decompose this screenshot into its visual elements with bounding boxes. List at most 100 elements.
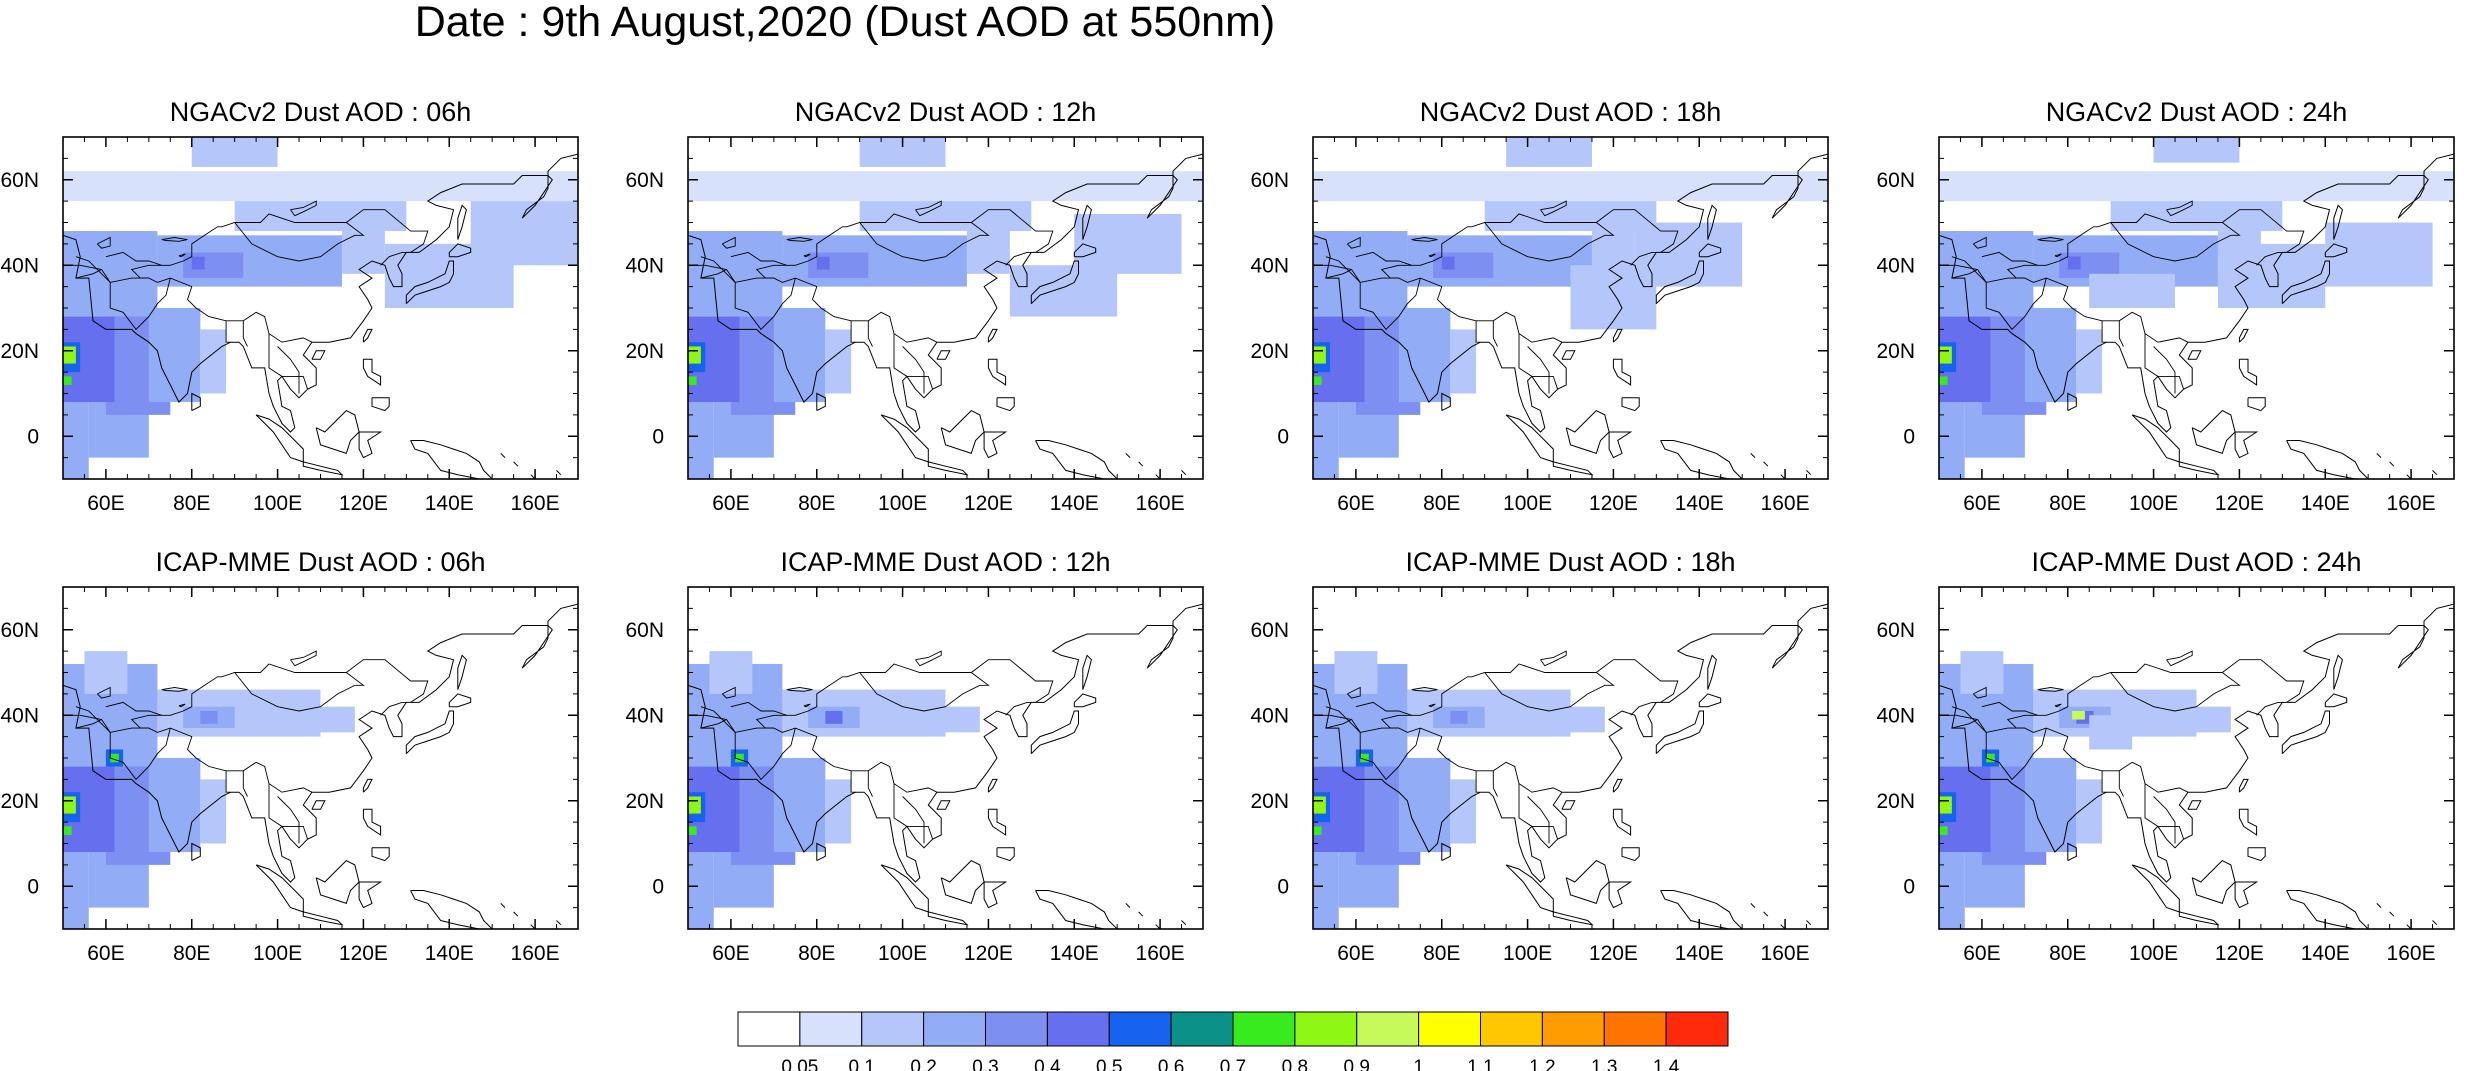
colorbar-label: 0.2	[910, 1057, 936, 1071]
colorbar-label: 0.1	[849, 1057, 875, 1071]
country-border	[1981, 209, 2305, 266]
coastline	[1552, 461, 1594, 476]
country-border	[1527, 346, 1550, 394]
colorbar-label: 0.7	[1220, 1057, 1246, 1071]
coastline	[1035, 440, 1118, 479]
country-border	[1518, 333, 1559, 390]
lon-label: 140E	[2301, 492, 2350, 515]
coastline	[1612, 328, 1623, 343]
panel-title: NGACv2 Dust AOD : 06h	[170, 97, 472, 127]
lat-label: 20N	[0, 340, 39, 363]
colorbar-label: 0.8	[1282, 1057, 1308, 1071]
lake-outline	[290, 650, 317, 667]
coastline	[315, 409, 360, 455]
lake-outline	[915, 650, 942, 667]
lat-label: 40N	[1876, 254, 1915, 277]
coastline	[362, 358, 382, 386]
coastline	[2281, 710, 2330, 755]
country-border	[130, 714, 162, 729]
coastline	[371, 397, 390, 412]
coastline	[1505, 864, 1554, 913]
country-border	[2101, 320, 2107, 343]
coastline	[311, 350, 326, 360]
coastline	[987, 358, 1007, 386]
coastline	[410, 440, 493, 479]
coastline	[996, 847, 1015, 862]
lon-label: 160E	[511, 942, 560, 965]
coastline	[1565, 859, 1610, 905]
colorbar-label: 0.5	[1096, 1057, 1122, 1071]
lon-label: 120E	[964, 492, 1013, 515]
coastline	[191, 842, 201, 862]
lake-outline	[290, 200, 317, 217]
lon-label: 120E	[964, 942, 1013, 965]
lake-outline	[1411, 237, 1438, 242]
lat-label: 0	[1903, 425, 1915, 448]
country-border	[893, 783, 934, 840]
coastline	[405, 260, 454, 305]
country-border	[850, 320, 856, 343]
coastline	[1608, 431, 1633, 459]
dust-field	[1313, 376, 1322, 385]
dust-field	[148, 758, 201, 853]
lon-label: 140E	[1050, 942, 1099, 965]
country-border	[902, 346, 925, 394]
lake-outline	[161, 237, 188, 242]
coastline	[2238, 778, 2249, 793]
coastline	[358, 431, 383, 459]
lon-label: 140E	[1675, 942, 1724, 965]
coastline	[1660, 440, 1743, 479]
dust-field	[157, 689, 321, 737]
colorbar-swatch	[1603, 1011, 1667, 1047]
lake-outline	[2166, 650, 2193, 667]
lon-label: 100E	[878, 942, 927, 965]
lake-outline	[2054, 253, 2062, 258]
lon-label: 100E	[1503, 942, 1552, 965]
lon-label: 100E	[253, 492, 302, 515]
dust-field	[688, 171, 1203, 202]
coastline	[2324, 243, 2348, 258]
country-border	[902, 796, 925, 844]
coastline	[1698, 243, 1722, 258]
lake-outline	[721, 236, 736, 249]
country-border	[1359, 727, 1421, 781]
country-border	[242, 320, 248, 347]
coastline	[255, 864, 304, 913]
country-border	[1005, 701, 1032, 716]
country-border	[730, 659, 1054, 716]
lake-outline	[1428, 703, 1436, 708]
coastline	[996, 397, 1015, 412]
colorbar-swatch	[1170, 1011, 1234, 1047]
lat-label: 60N	[1250, 169, 1289, 192]
coastline	[2376, 453, 2382, 458]
coastline	[1806, 470, 1812, 476]
colorbar-swatch	[861, 1011, 925, 1047]
country-border	[234, 672, 365, 712]
dust-field	[688, 826, 697, 835]
dust-field	[63, 376, 72, 385]
lat-label: 40N	[1250, 704, 1289, 727]
lat-label: 60N	[625, 619, 664, 642]
dust-field	[2024, 758, 2077, 853]
lake-outline	[1411, 687, 1438, 692]
lat-label: 60N	[1876, 169, 1915, 192]
dust-field	[688, 346, 701, 364]
lake-outline	[721, 686, 736, 699]
dust-field	[825, 710, 843, 724]
coastline	[1073, 243, 1097, 258]
lon-label: 160E	[511, 492, 560, 515]
dust-field	[1313, 171, 1828, 202]
country-border	[1630, 251, 1657, 266]
coastline	[1750, 903, 1756, 908]
panel-title: ICAP-MME Dust AOD : 24h	[2031, 547, 2361, 577]
country-border	[2118, 770, 2124, 797]
coastline	[2324, 693, 2348, 708]
map-panel: NGACv2 Dust AOD : 06h 60E 80E 100E 120E 140E 1…	[0, 97, 579, 515]
lat-label: 40N	[1876, 704, 1915, 727]
lon-label: 80E	[1423, 492, 1460, 515]
coastline	[2191, 409, 2236, 455]
lake-outline	[1540, 200, 1567, 217]
coastline	[1608, 881, 1633, 909]
colorbar-label: 1	[1413, 1057, 1424, 1071]
lon-label: 120E	[1589, 492, 1638, 515]
